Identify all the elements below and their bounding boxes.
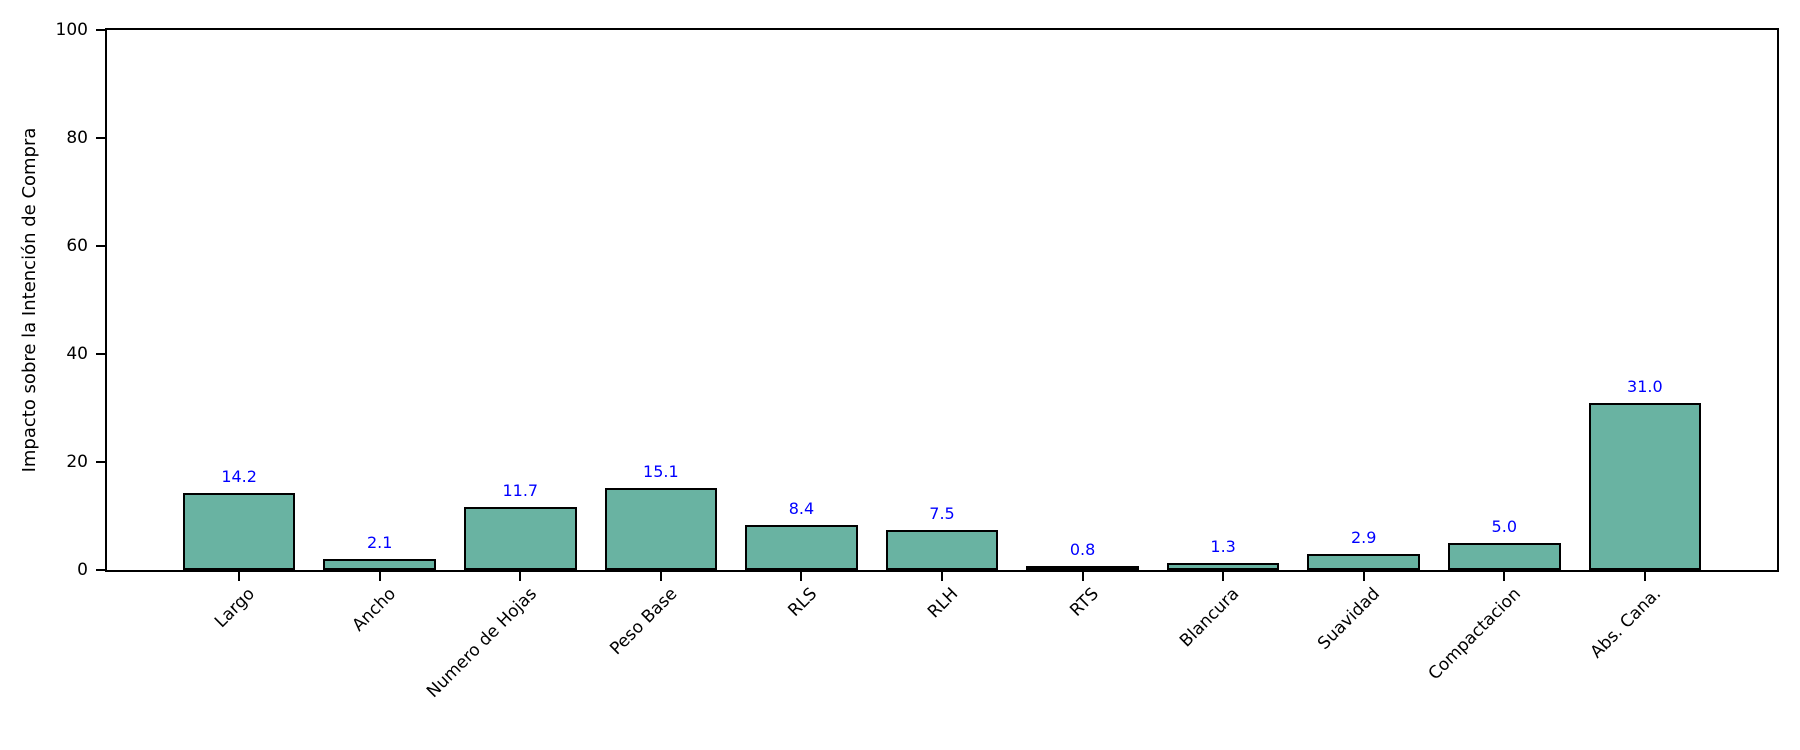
y-tick-label: 80 [66, 128, 88, 148]
y-tick-mark [96, 569, 105, 571]
y-axis-title: Impacto sobre la Intención de Compra [19, 127, 40, 473]
y-tick-label: 60 [66, 236, 88, 256]
x-tick-label: RLH [923, 584, 963, 623]
x-tick-mark [1362, 572, 1365, 581]
x-tick-mark [238, 572, 241, 581]
y-tick-mark [96, 29, 105, 31]
x-tick-label: Abs. Cana. [1586, 584, 1666, 663]
bar [1026, 565, 1139, 570]
x-tick-mark [519, 572, 522, 581]
x-tick-label: Largo [211, 584, 260, 632]
bar [323, 558, 436, 570]
y-tick-mark [96, 353, 105, 355]
value-label: 2.9 [1350, 528, 1377, 548]
x-tick-label: RLS [784, 584, 822, 621]
x-tick-label: Ancho [348, 584, 400, 636]
x-tick-mark [1643, 572, 1646, 581]
x-tick-label: Compactacion [1424, 584, 1525, 685]
bar [464, 506, 577, 570]
bar [604, 488, 718, 570]
plot-area [105, 28, 1779, 572]
bar [1588, 402, 1702, 570]
y-tick-mark [96, 461, 105, 463]
bar [182, 493, 296, 570]
x-tick-mark [1081, 572, 1084, 581]
value-label: 31.0 [1627, 376, 1663, 396]
x-tick-label: Peso Base [605, 584, 682, 660]
y-tick-label: 100 [55, 20, 88, 40]
x-tick-mark [800, 572, 803, 581]
value-label: 11.7 [502, 480, 539, 500]
bar [1166, 562, 1280, 570]
value-label: 8.4 [788, 498, 815, 518]
y-tick-mark [96, 245, 105, 247]
x-tick-label: RTS [1066, 584, 1103, 621]
value-label: 7.5 [929, 503, 955, 523]
y-tick-label: 20 [66, 452, 88, 472]
y-tick-mark [96, 137, 105, 139]
x-tick-mark [1222, 572, 1225, 581]
x-tick-mark [659, 572, 662, 581]
value-label: 14.2 [221, 467, 257, 487]
x-tick-label: Suavidad [1314, 584, 1384, 654]
bar [1448, 543, 1561, 570]
x-tick-label: Blancura [1176, 584, 1244, 652]
x-tick-mark [378, 572, 381, 581]
value-label: 1.3 [1210, 536, 1236, 556]
y-tick-label: 0 [77, 560, 88, 580]
value-label: 2.1 [366, 532, 393, 552]
bar [1307, 554, 1420, 570]
bar [745, 524, 858, 570]
y-tick-label: 40 [66, 344, 88, 364]
x-tick-mark [941, 572, 943, 581]
value-label: 0.8 [1069, 539, 1096, 559]
bar [885, 529, 999, 570]
x-tick-mark [1503, 572, 1506, 581]
value-label: 15.1 [643, 462, 679, 482]
x-tick-label: Numero de Hojas [422, 584, 541, 702]
value-label: 5.0 [1491, 517, 1518, 536]
